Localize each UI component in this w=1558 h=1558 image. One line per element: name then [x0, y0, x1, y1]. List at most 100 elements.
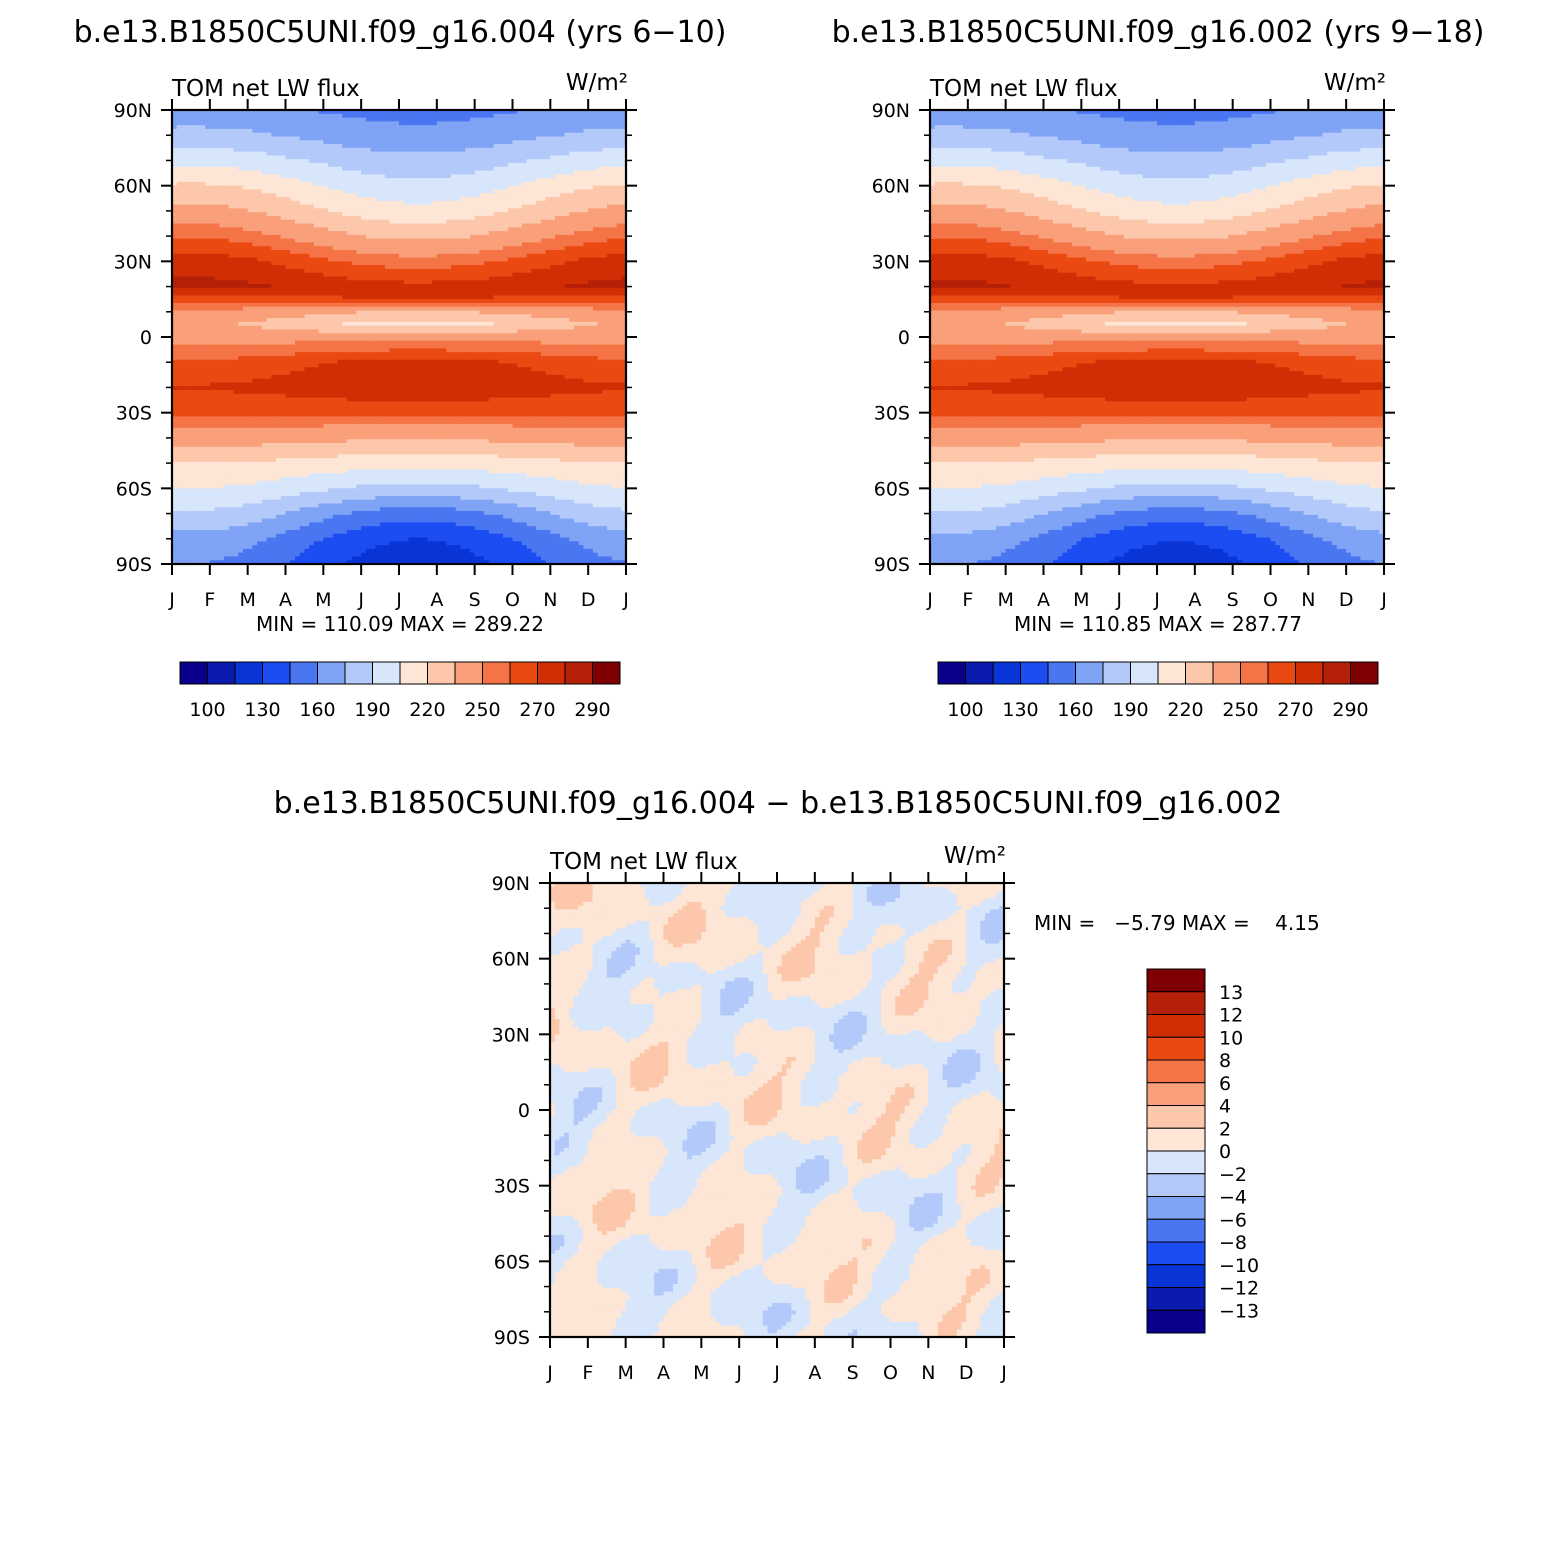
panel1-cell: [214, 340, 220, 346]
panel1-cell: [346, 265, 353, 270]
panel1-cell: [186, 178, 192, 183]
panel1-cell: [200, 310, 206, 315]
panel1-cell: [195, 291, 201, 296]
panel1-cell: [214, 488, 220, 493]
panel1-cell: [266, 204, 272, 209]
panel1-cell: [285, 295, 291, 300]
panel1-cell: [342, 458, 348, 463]
panel1-cell: [332, 284, 339, 289]
panel1-cell: [309, 529, 315, 535]
panel1-cell: [361, 541, 367, 546]
panel1-cell: [318, 193, 324, 198]
panel1-cell: [361, 227, 367, 232]
panel1-cell: [214, 529, 220, 535]
panel1-cell: [228, 431, 235, 436]
panel1-cell: [190, 261, 197, 266]
panel1-cell: [224, 454, 230, 459]
panel1-cell: [328, 299, 334, 304]
panel1-cell: [361, 548, 367, 554]
panel1-cell: [181, 408, 187, 414]
panel1-cell: [195, 321, 201, 327]
panel1-cell: [342, 333, 348, 338]
panel1-cell: [337, 132, 343, 138]
panel1-cell: [332, 333, 339, 338]
panel1-cell: [342, 401, 348, 406]
panel1-cell: [294, 132, 301, 138]
panel1-cell: [233, 499, 239, 505]
panel1-cell: [328, 204, 334, 209]
panel1-cell: [356, 227, 362, 232]
panel1-cell: [233, 306, 239, 312]
panel1-cell: [200, 367, 206, 372]
panel1-cell: [209, 140, 216, 145]
panel1-cell: [328, 537, 334, 542]
panel1-cell: [209, 333, 216, 338]
panel1-cell: [290, 507, 296, 512]
panel1-cell: [309, 113, 315, 119]
panel1-cell: [261, 431, 268, 436]
panel1-cell: [271, 117, 277, 122]
panel1-cell: [361, 511, 367, 516]
panel1-cell: [328, 215, 334, 221]
panel1-cell: [290, 405, 296, 410]
panel1-cell: [342, 514, 348, 520]
panel1-cell: [181, 306, 187, 312]
panel1-cell: [181, 268, 187, 274]
panel1-cell: [200, 545, 206, 550]
panel1-cell: [299, 302, 306, 308]
panel1-cell: [342, 151, 348, 156]
panel1-cell: [209, 344, 216, 349]
panel1-cell: [337, 113, 343, 119]
panel1-cell: [342, 476, 348, 482]
panel1-cell: [242, 401, 249, 406]
panel1-cell: [214, 162, 220, 168]
panel1-cell: [271, 401, 277, 406]
panel1-cell: [313, 208, 320, 213]
panel1-cell: [346, 253, 353, 259]
panel1-cell: [200, 446, 206, 452]
panel1-cell: [247, 495, 253, 501]
panel1-cell: [266, 393, 272, 399]
panel1-cell: [172, 545, 178, 550]
panel1-cell: [276, 511, 282, 516]
panel1-cell: [290, 560, 296, 565]
panel1-cell: [214, 178, 220, 183]
panel1-cell: [299, 431, 306, 436]
panel1-cell: [233, 268, 239, 274]
panel1-cell: [276, 204, 282, 209]
panel1-cell: [318, 128, 324, 134]
panel1-cell: [294, 480, 301, 486]
panel1-cell: [318, 155, 324, 160]
panel1-cell: [209, 522, 216, 527]
panel1-cell: [247, 125, 253, 130]
panel1-cell: [313, 136, 320, 141]
panel1-cell: [228, 276, 235, 281]
panel1-cell: [172, 299, 178, 304]
panel1-cell: [313, 276, 320, 281]
panel1-cell: [224, 556, 230, 561]
panel1-cell: [190, 318, 197, 323]
panel1-cell: [318, 454, 324, 459]
panel1-cell: [294, 136, 301, 141]
panel1-cell: [299, 128, 306, 134]
panel1-cell: [361, 348, 367, 353]
panel1-cell: [228, 420, 235, 425]
panel1-cell: [323, 507, 329, 512]
panel1-cell: [247, 337, 253, 342]
panel1-cell: [242, 337, 249, 342]
panel1-cell: [190, 253, 197, 259]
panel1-cell: [361, 367, 367, 372]
panel1-cell: [186, 492, 192, 497]
panel1-cell: [233, 238, 239, 244]
panel1-cell: [313, 287, 320, 293]
panel1-cell: [304, 473, 310, 478]
panel1-cell: [328, 125, 334, 130]
panel1-cell: [200, 522, 206, 527]
panel1-cell: [205, 461, 211, 467]
panel1-cell: [247, 458, 253, 463]
panel1-cell: [219, 299, 225, 304]
panel1-cell: [276, 526, 282, 531]
panel1-cell: [271, 511, 277, 516]
panel1-cell: [304, 295, 310, 300]
panel1-cell: [247, 488, 253, 493]
